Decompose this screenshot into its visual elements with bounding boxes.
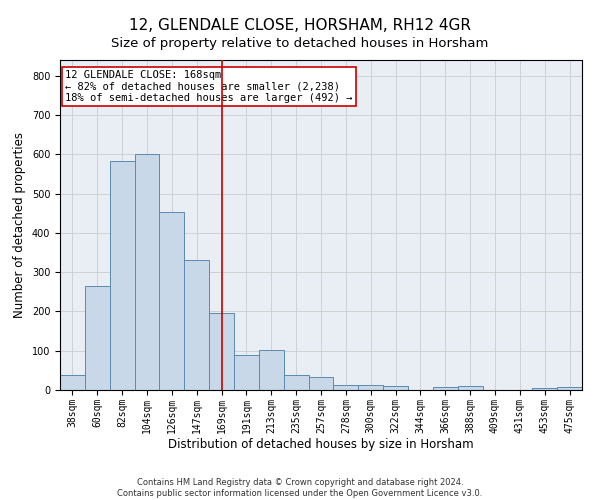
Bar [60, 376, 85, 390]
Bar [160, 212, 184, 390]
Bar [557, 387, 582, 390]
Bar [532, 388, 557, 390]
Bar [358, 384, 383, 390]
Bar [334, 384, 358, 390]
Bar [134, 154, 160, 390]
Bar [284, 376, 308, 390]
Bar [234, 354, 259, 390]
Bar [184, 260, 209, 390]
Text: 12 GLENDALE CLOSE: 168sqm
← 82% of detached houses are smaller (2,238)
18% of se: 12 GLENDALE CLOSE: 168sqm ← 82% of detac… [65, 70, 353, 103]
Bar [85, 286, 110, 390]
Text: 12, GLENDALE CLOSE, HORSHAM, RH12 4GR: 12, GLENDALE CLOSE, HORSHAM, RH12 4GR [129, 18, 471, 32]
Bar [383, 386, 408, 390]
Bar [209, 313, 234, 390]
Y-axis label: Number of detached properties: Number of detached properties [13, 132, 26, 318]
Bar [458, 386, 482, 390]
Bar [433, 387, 458, 390]
Bar [308, 377, 334, 390]
Text: Size of property relative to detached houses in Horsham: Size of property relative to detached ho… [112, 38, 488, 51]
Bar [110, 161, 134, 390]
X-axis label: Distribution of detached houses by size in Horsham: Distribution of detached houses by size … [168, 438, 474, 452]
Text: Contains HM Land Registry data © Crown copyright and database right 2024.
Contai: Contains HM Land Registry data © Crown c… [118, 478, 482, 498]
Bar [259, 350, 284, 390]
